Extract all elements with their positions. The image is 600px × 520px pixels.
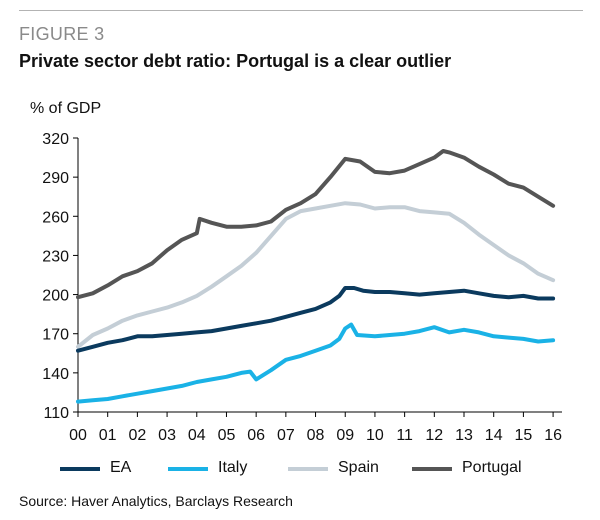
y-tick-label-200: 200 — [42, 288, 69, 305]
x-tick-label-09: 09 — [336, 427, 354, 444]
x-tick-label-15: 15 — [515, 427, 533, 444]
figure-label: FIGURE 3 — [19, 24, 105, 44]
x-tick-label-07: 07 — [277, 427, 295, 444]
line-chart: 110 140 170 200 230 260 290 320 00 01 02 03 04 05 06 07… — [42, 131, 562, 444]
series-line-italy — [76, 322, 556, 404]
series-line-portugal — [76, 149, 556, 300]
series-line-spain — [76, 201, 556, 349]
x-tick-label-11: 11 — [396, 427, 413, 444]
x-tick-label-08: 08 — [307, 427, 325, 444]
x-tick-label-03: 03 — [158, 427, 176, 444]
series-line-ea — [76, 286, 556, 353]
y-axis-label: % of GDP — [30, 100, 102, 117]
chart-title: Private sector debt ratio: Portugal is a… — [19, 51, 452, 71]
legend-label-spain: Spain — [338, 459, 379, 476]
legend-label-ea: EA — [110, 459, 132, 476]
legend-swatch-portugal — [412, 467, 452, 471]
x-tick-label-04: 04 — [188, 427, 206, 444]
x-tick-label-00: 00 — [69, 427, 87, 444]
legend-swatch-spain — [288, 467, 328, 471]
x-tick-label-10: 10 — [366, 427, 384, 444]
x-tick-label-13: 13 — [455, 427, 473, 444]
y-tick-label-170: 170 — [42, 327, 69, 344]
x-tick-label-02: 02 — [128, 427, 146, 444]
source-note: Source: Haver Analytics, Barclays Resear… — [19, 493, 293, 509]
legend-label-italy: Italy — [218, 459, 248, 476]
y-tick-label-260: 260 — [42, 209, 69, 226]
x-tick-label-05: 05 — [218, 427, 236, 444]
y-tick-label-230: 230 — [42, 248, 69, 265]
y-tick-label-140: 140 — [42, 366, 69, 383]
x-tick-label-06: 06 — [247, 427, 265, 444]
legend: EA Italy Spain Portugal — [0, 459, 600, 479]
x-tick-label-14: 14 — [485, 427, 503, 444]
legend-swatch-ea — [60, 467, 100, 471]
x-tick-label-01: 01 — [99, 427, 117, 444]
legend-label-portugal: Portugal — [462, 459, 522, 476]
x-tick-label-16: 16 — [544, 427, 562, 444]
top-rule — [19, 10, 583, 11]
legend-swatch-italy — [168, 467, 208, 471]
y-tick-label-290: 290 — [42, 170, 69, 187]
y-tick-label-110: 110 — [43, 405, 69, 422]
x-tick-label-12: 12 — [425, 427, 443, 444]
y-tick-label-320: 320 — [42, 131, 69, 148]
